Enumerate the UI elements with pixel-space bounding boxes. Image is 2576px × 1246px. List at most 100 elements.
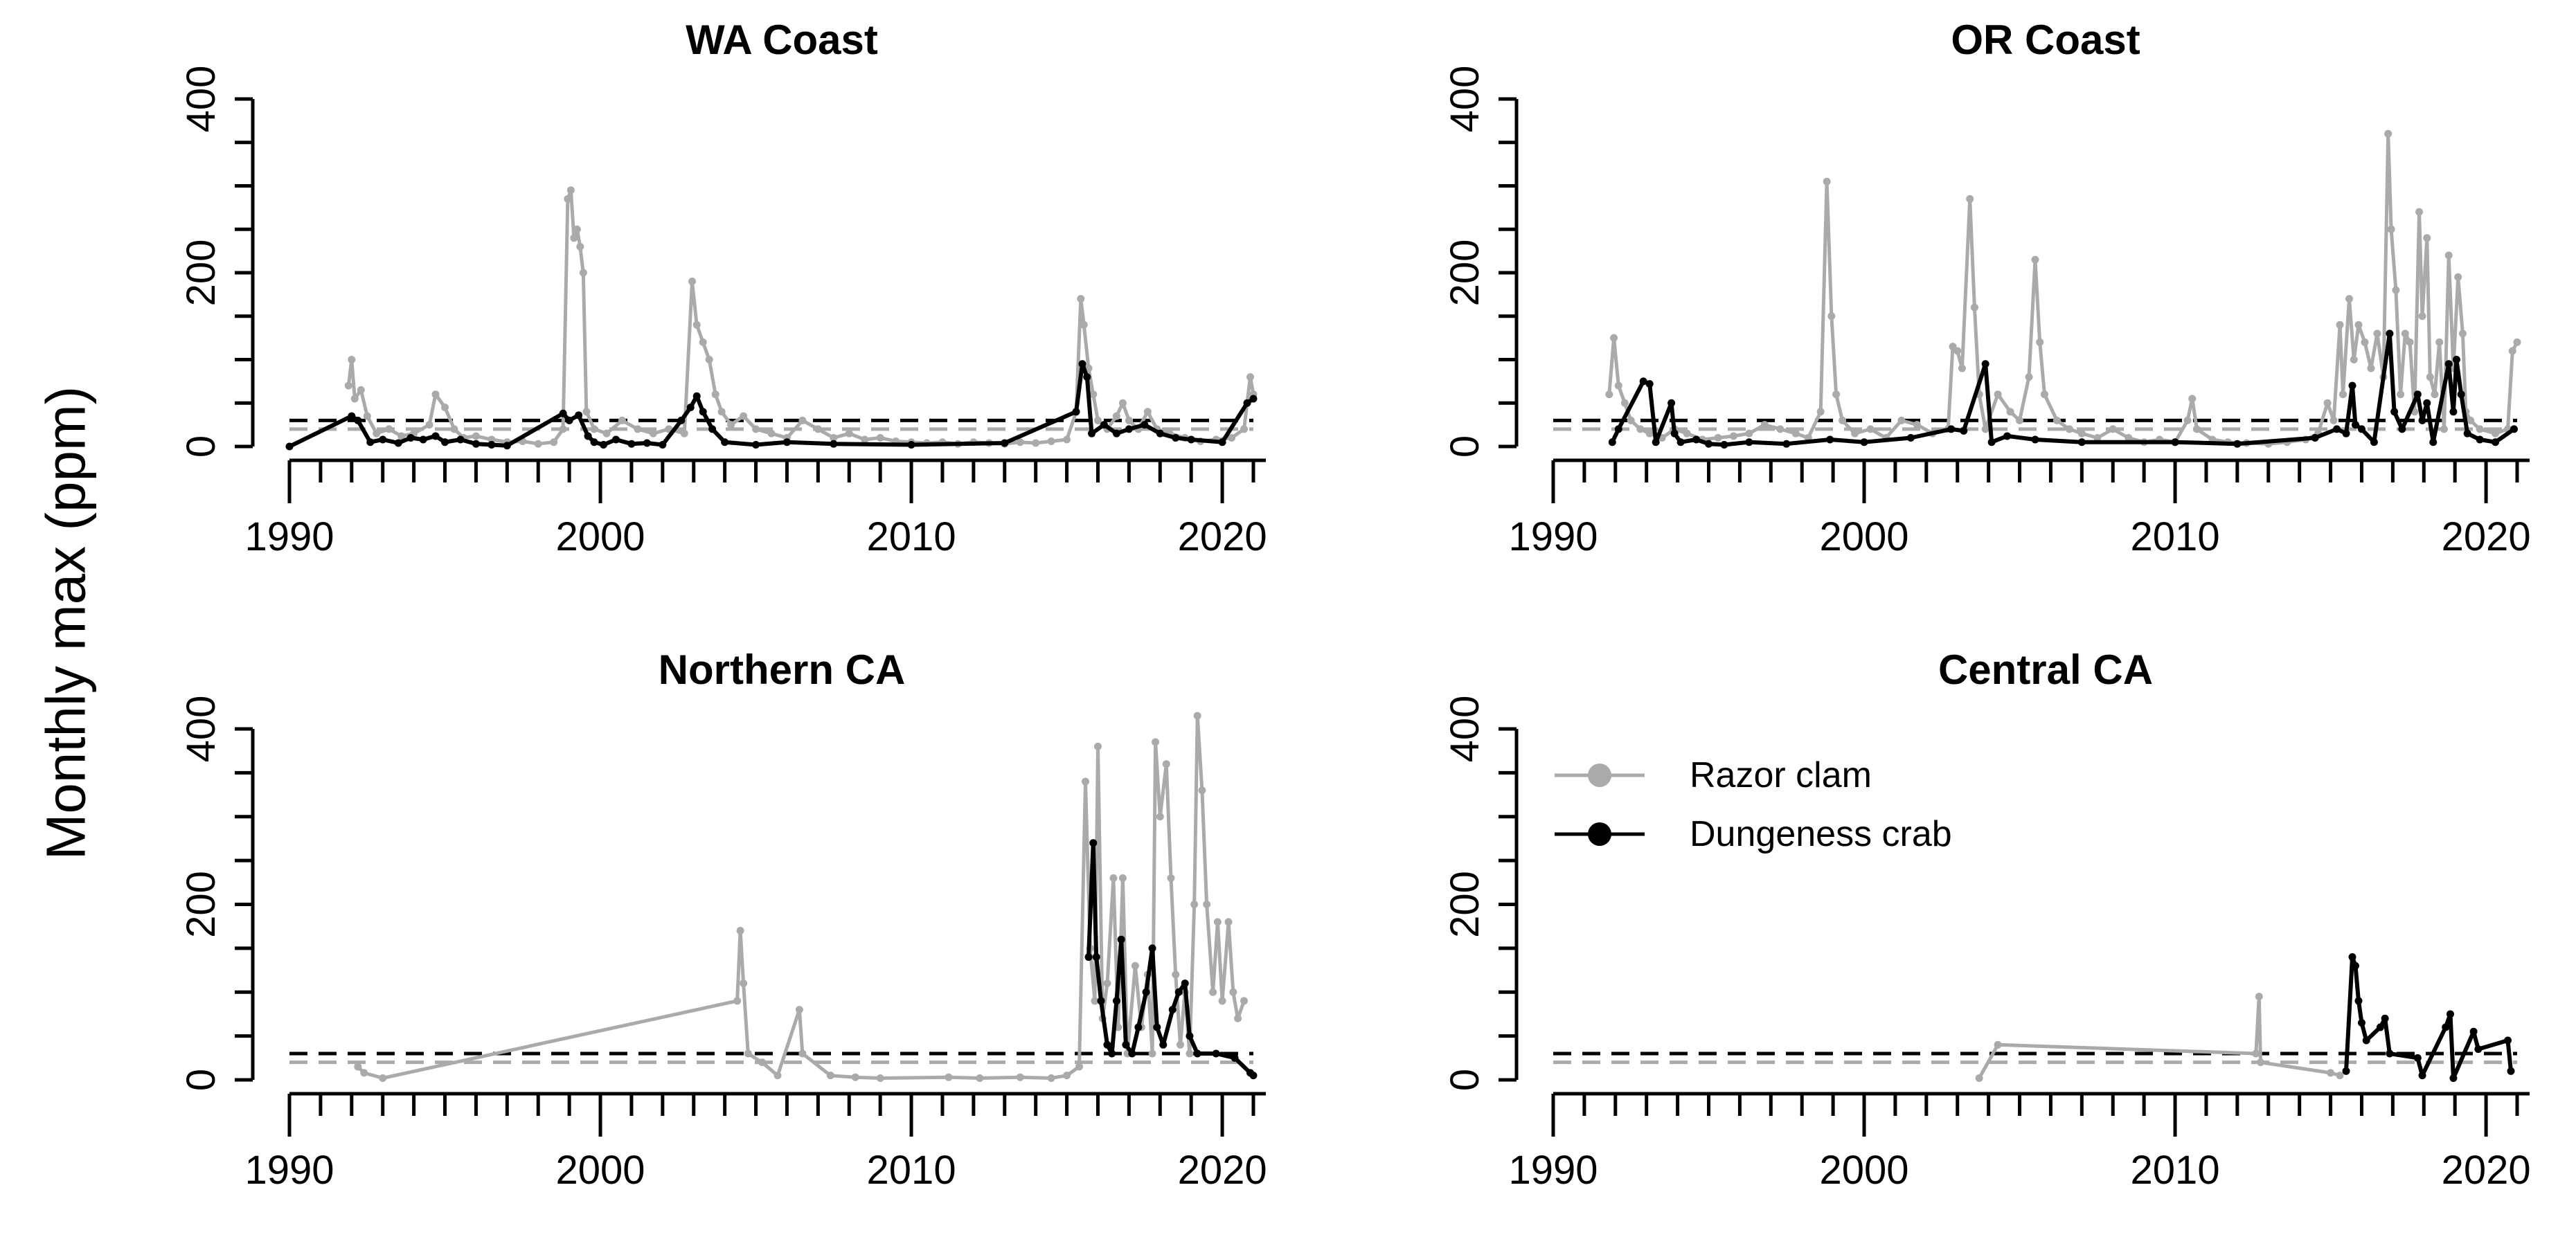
- data-point: [1078, 360, 1086, 368]
- panel-3: Central CA 0 200 400 1990 2000 2010 2020: [1442, 647, 2531, 1193]
- data-point: [1620, 399, 1629, 407]
- data-point: [1077, 295, 1085, 303]
- data-point: [1125, 425, 1133, 433]
- data-point: [1162, 760, 1170, 768]
- data-point: [441, 404, 449, 412]
- data-point: [2006, 408, 2014, 416]
- data-point: [441, 438, 449, 446]
- data-point: [2446, 1010, 2454, 1018]
- data-point: [2454, 273, 2462, 281]
- data-point: [1047, 437, 1055, 445]
- data-point: [2003, 432, 2012, 440]
- panel-title: Northern CA: [659, 647, 906, 693]
- data-point: [2384, 129, 2392, 138]
- x-tick-label: 1990: [1508, 514, 1598, 559]
- data-point: [2387, 225, 2395, 233]
- data-point: [2329, 416, 2338, 424]
- data-point: [736, 927, 744, 935]
- data-point: [576, 242, 584, 251]
- data-point: [285, 442, 294, 451]
- data-point: [602, 429, 611, 437]
- data-point: [2040, 390, 2048, 399]
- data-point: [2336, 320, 2344, 329]
- data-point: [699, 408, 707, 416]
- data-point: [1826, 435, 1834, 444]
- data-point: [1072, 408, 1080, 416]
- data-point: [1088, 429, 1096, 437]
- data-point: [2352, 961, 2360, 970]
- data-point: [1860, 438, 1868, 446]
- x-tick-label: 2010: [867, 514, 956, 559]
- data-point: [1970, 303, 1978, 312]
- data-point: [566, 186, 575, 195]
- panel-title: Central CA: [1938, 647, 2153, 693]
- data-point: [677, 416, 686, 424]
- data-point: [2077, 429, 2086, 437]
- data-point: [782, 438, 791, 446]
- data-point: [2077, 438, 2086, 446]
- data-point: [2171, 438, 2179, 446]
- data-point: [2452, 356, 2460, 363]
- data-point: [1141, 421, 1149, 429]
- data-point: [1670, 429, 1679, 437]
- data-point: [1148, 1049, 1156, 1058]
- data-point: [406, 433, 415, 442]
- y-tick-label: 400: [1442, 66, 1487, 133]
- panel-1: OR Coast 0 200 400 1990 2000 2010 2020: [1442, 17, 2531, 559]
- data-point: [1608, 438, 1616, 446]
- data-point: [2457, 390, 2465, 399]
- data-point: [1231, 1054, 1239, 1062]
- data-point: [1112, 429, 1120, 437]
- data-point: [573, 225, 581, 233]
- data-point: [1981, 360, 1989, 368]
- data-point: [1652, 438, 1660, 446]
- data-point: [579, 269, 587, 277]
- data-point: [1776, 425, 1785, 433]
- data-point: [945, 1073, 953, 1081]
- series-line: [346, 188, 1255, 446]
- data-point: [1827, 312, 1836, 320]
- data-point: [851, 1073, 859, 1081]
- y-tick-label: 200: [1442, 871, 1487, 938]
- data-point: [1966, 195, 1974, 203]
- data-point: [2354, 320, 2363, 329]
- data-point: [1089, 390, 1098, 399]
- data-point: [1075, 1063, 1084, 1071]
- data-point: [773, 1072, 782, 1080]
- data-point: [1636, 425, 1645, 433]
- data-point: [1100, 421, 1108, 429]
- data-point: [1118, 874, 1127, 882]
- data-point: [366, 438, 375, 446]
- data-point: [758, 1058, 767, 1067]
- series-line: [2344, 955, 2513, 1081]
- data-point: [431, 390, 440, 399]
- data-point: [1249, 1072, 1258, 1080]
- data-point: [699, 338, 707, 346]
- y-tick-label: 200: [179, 871, 224, 938]
- data-point: [1839, 416, 1847, 424]
- data-point: [565, 416, 573, 424]
- data-point: [2370, 438, 2378, 446]
- data-point: [350, 395, 359, 403]
- data-point: [2386, 329, 2394, 338]
- data-point: [618, 416, 626, 424]
- data-point: [2257, 1058, 2265, 1067]
- data-point: [2413, 390, 2422, 399]
- data-point: [1692, 435, 1701, 444]
- data-point: [1240, 425, 1249, 433]
- data-point: [575, 411, 583, 419]
- data-point: [1760, 421, 1769, 429]
- data-point: [2311, 433, 2319, 442]
- data-point: [717, 408, 726, 416]
- data-point: [2418, 416, 2426, 424]
- data-point: [2183, 416, 2192, 424]
- y-tick-label: 400: [179, 66, 224, 133]
- data-point: [876, 1074, 884, 1082]
- data-point: [2233, 440, 2242, 448]
- data-point: [1001, 439, 1009, 447]
- data-point: [1218, 438, 1226, 446]
- data-point: [1667, 399, 1676, 407]
- data-point: [2350, 356, 2358, 363]
- data-point: [1213, 918, 1222, 926]
- data-point: [1108, 1049, 1116, 1058]
